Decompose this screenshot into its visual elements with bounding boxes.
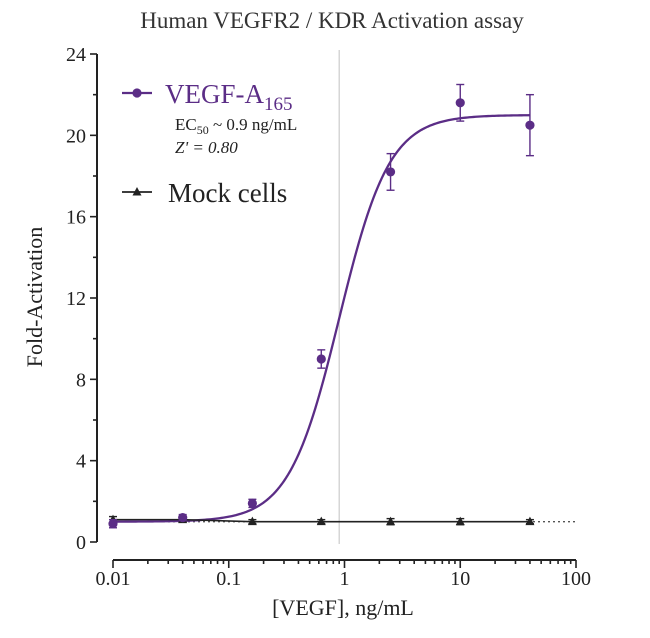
x-tick-label: 1 xyxy=(340,568,350,590)
legend-vegf-marker xyxy=(132,88,142,98)
y-tick-label: 0 xyxy=(76,532,86,554)
ec50-annotation: EC50 ~ 0.9 ng/mL xyxy=(175,115,297,137)
y-tick-label: 20 xyxy=(66,125,86,147)
mock-cells-point xyxy=(247,516,257,526)
z-prime-annotation: Z' = 0.80 xyxy=(175,138,238,157)
vegf-a165-point xyxy=(178,513,188,523)
y-tick-label: 16 xyxy=(66,207,86,229)
x-tick-label: 10 xyxy=(450,568,470,590)
y-tick-label: 12 xyxy=(66,288,86,310)
y-tick-label: 4 xyxy=(76,451,86,473)
mock-cells-point xyxy=(386,516,396,526)
mock-cells-point xyxy=(525,516,535,526)
mock-cells-point xyxy=(316,516,326,526)
vegf-a165-point xyxy=(108,519,118,529)
vegf-a165-point xyxy=(247,498,257,508)
x-axis-title: [VEGF], ng/mL xyxy=(272,595,414,620)
legend-mock-cells-label: Mock cells xyxy=(168,178,287,208)
vegf-a165-point xyxy=(525,120,535,130)
mock-cells-point xyxy=(455,516,465,526)
chart-title: Human VEGFR2 / KDR Activation assay xyxy=(140,8,524,33)
vegf-a165-fit-curve xyxy=(112,114,530,523)
x-tick-label: 100 xyxy=(561,568,591,590)
legend-mock-marker xyxy=(132,187,142,196)
y-axis-title: Fold-Activation xyxy=(22,227,47,368)
legend-vegf-a165-label: VEGF-A165 xyxy=(165,79,293,115)
vegf-a165-point xyxy=(455,98,465,108)
y-tick-label: 24 xyxy=(66,44,86,66)
vegf-a165-point xyxy=(385,167,396,177)
y-tick-label: 8 xyxy=(76,369,86,391)
x-tick-label: 0.1 xyxy=(216,568,241,590)
vegf-a165-point xyxy=(316,354,326,364)
x-tick-label: 0.01 xyxy=(96,568,131,590)
